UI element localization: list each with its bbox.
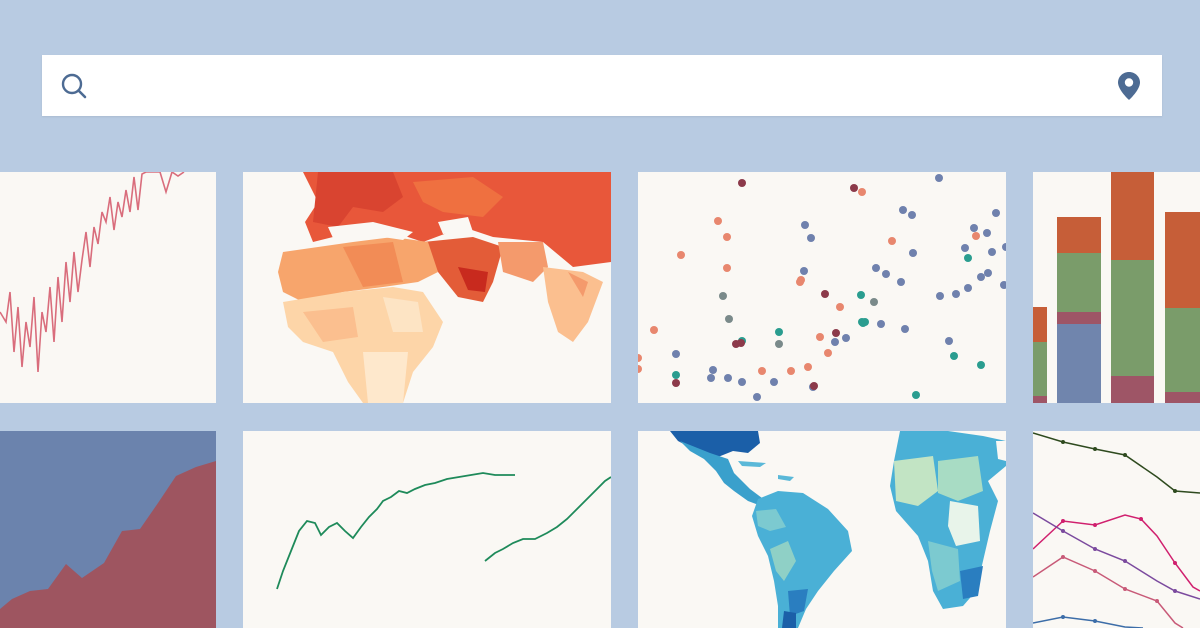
scatter-point bbox=[787, 367, 795, 375]
scatter-point bbox=[950, 352, 958, 360]
tile-line-chart-red[interactable] bbox=[0, 172, 216, 403]
scatter-point bbox=[952, 290, 960, 298]
scatter-point bbox=[723, 264, 731, 272]
scatter-point bbox=[725, 315, 733, 323]
scatter-point bbox=[882, 270, 890, 278]
choropleth-map-thumbnail bbox=[278, 172, 611, 403]
scatter-point bbox=[650, 326, 658, 334]
scatter-point bbox=[832, 329, 840, 337]
scatter-point bbox=[970, 224, 978, 232]
tile-multi-line-chart[interactable] bbox=[1033, 431, 1200, 628]
scatter-point bbox=[738, 378, 746, 386]
scatter-point bbox=[972, 232, 980, 240]
scatter-point bbox=[801, 221, 809, 229]
choropleth-map-thumbnail bbox=[670, 431, 1006, 628]
search-icon[interactable] bbox=[60, 72, 88, 100]
scatter-point bbox=[775, 340, 783, 348]
line-chart-thumbnail bbox=[276, 472, 611, 590]
scatter-point bbox=[707, 374, 715, 382]
scatter-plot-thumbnail bbox=[638, 174, 1006, 401]
scatter-point bbox=[988, 248, 996, 256]
scatter-point bbox=[836, 303, 844, 311]
scatter-point bbox=[797, 276, 805, 284]
line-chart-thumbnail bbox=[0, 172, 185, 373]
tile-stacked-bar-chart[interactable] bbox=[1033, 172, 1200, 403]
scatter-point bbox=[877, 320, 885, 328]
scatter-point bbox=[804, 363, 812, 371]
scatter-point bbox=[983, 229, 991, 237]
search-bar[interactable] bbox=[42, 55, 1162, 116]
scatter-point bbox=[638, 365, 642, 373]
scatter-point bbox=[758, 367, 766, 375]
scatter-point bbox=[857, 291, 865, 299]
scatter-point bbox=[775, 328, 783, 336]
scatter-point bbox=[816, 333, 824, 341]
scatter-point bbox=[888, 237, 896, 245]
scatter-point bbox=[908, 211, 916, 219]
scatter-point bbox=[824, 349, 832, 357]
scatter-point bbox=[945, 337, 953, 345]
scatter-point bbox=[858, 188, 866, 196]
scatter-point bbox=[677, 251, 685, 259]
scatter-point bbox=[1000, 281, 1006, 289]
scatter-point bbox=[709, 366, 717, 374]
scatter-point bbox=[872, 264, 880, 272]
scatter-point bbox=[897, 278, 905, 286]
map-pin-icon[interactable] bbox=[1116, 71, 1142, 101]
scatter-point bbox=[936, 292, 944, 300]
scatter-point bbox=[842, 334, 850, 342]
search-input[interactable] bbox=[104, 65, 1108, 107]
multi-line-chart-thumbnail bbox=[1033, 432, 1200, 628]
scatter-point bbox=[870, 298, 878, 306]
area-chart-thumbnail bbox=[0, 431, 216, 628]
tile-choropleth-map-blue[interactable] bbox=[638, 431, 1006, 628]
scatter-point bbox=[935, 174, 943, 182]
scatter-point bbox=[901, 325, 909, 333]
scatter-point bbox=[810, 382, 818, 390]
scatter-point bbox=[977, 273, 985, 281]
scatter-point bbox=[912, 391, 920, 399]
scatter-point bbox=[807, 234, 815, 242]
scatter-point bbox=[800, 267, 808, 275]
tile-area-chart[interactable] bbox=[0, 431, 216, 628]
scatter-point bbox=[984, 269, 992, 277]
scatter-point bbox=[672, 350, 680, 358]
scatter-point bbox=[672, 371, 680, 379]
scatter-point bbox=[714, 217, 722, 225]
scatter-point bbox=[638, 354, 642, 362]
scatter-point bbox=[724, 374, 732, 382]
scatter-point bbox=[861, 318, 869, 326]
scatter-point bbox=[961, 244, 969, 252]
scatter-point bbox=[821, 290, 829, 298]
scatter-point bbox=[992, 209, 1000, 217]
scatter-point bbox=[732, 340, 740, 348]
scatter-point bbox=[770, 378, 778, 386]
scatter-point bbox=[738, 179, 746, 187]
scatter-point bbox=[753, 393, 761, 401]
tile-choropleth-map-orange[interactable] bbox=[243, 172, 611, 403]
scatter-point bbox=[964, 284, 972, 292]
scatter-point bbox=[850, 184, 858, 192]
scatter-point bbox=[723, 233, 731, 241]
scatter-point bbox=[1002, 243, 1006, 251]
stacked-bar-chart-thumbnail bbox=[1033, 172, 1200, 403]
scatter-point bbox=[899, 206, 907, 214]
scatter-point bbox=[977, 361, 985, 369]
scatter-point bbox=[964, 254, 972, 262]
scatter-point bbox=[719, 292, 727, 300]
scatter-point bbox=[672, 379, 680, 387]
scatter-point bbox=[909, 249, 917, 257]
tile-scatter-plot[interactable] bbox=[638, 172, 1006, 403]
tile-line-chart-green[interactable] bbox=[243, 431, 611, 628]
scatter-point bbox=[831, 338, 839, 346]
